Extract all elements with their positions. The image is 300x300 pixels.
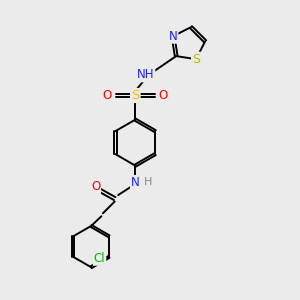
Text: NH: NH	[137, 68, 154, 81]
Text: O: O	[159, 89, 168, 102]
Text: O: O	[91, 180, 100, 193]
Text: S: S	[192, 53, 200, 66]
Text: N: N	[169, 30, 177, 43]
Text: H: H	[143, 177, 152, 188]
Text: S: S	[131, 89, 140, 102]
Text: N: N	[131, 176, 140, 189]
Text: Cl: Cl	[94, 252, 105, 265]
Text: O: O	[103, 89, 112, 102]
